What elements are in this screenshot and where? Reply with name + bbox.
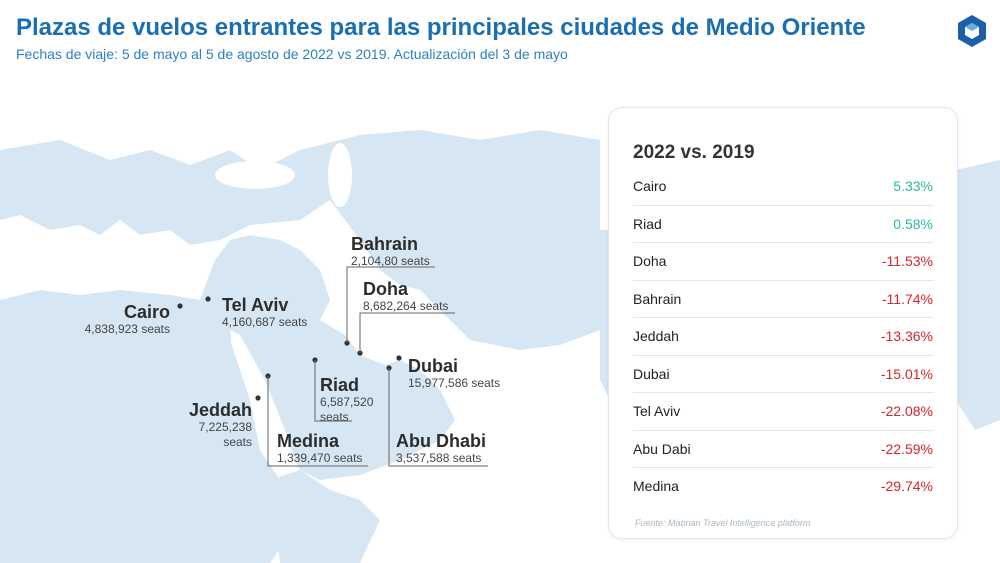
city-name: Jeddah	[188, 400, 252, 420]
table-row: Cairo 5.33%	[633, 168, 933, 206]
page-title: Plazas de vuelos entrantes para las prin…	[16, 14, 866, 41]
row-change-value: 5.33%	[893, 178, 933, 195]
leader-doha	[359, 312, 455, 353]
row-city: Dubai	[633, 365, 670, 382]
land-east-africa	[270, 470, 380, 563]
land-europe	[0, 140, 330, 245]
table-row: Tel Aviv -22.08%	[633, 393, 933, 431]
table-row: Dubai -15.01%	[633, 356, 933, 393]
row-city: Bahrain	[633, 290, 682, 307]
hexagon-logo-icon	[958, 15, 986, 47]
city-name: Doha	[363, 279, 408, 299]
table-row: Jeddah -13.36%	[633, 318, 933, 356]
land-iran	[300, 130, 600, 350]
city-label-abu-dhabi: Abu Dhabi 3,537,588 seats	[396, 431, 486, 466]
city-seats: 8,682,264 seats	[363, 299, 449, 313]
city-seats: 1,339,470 seats	[277, 451, 363, 465]
city-seats-unit: seats	[223, 435, 252, 449]
dot-dubai	[396, 355, 402, 361]
city-seats-unit: seats	[320, 410, 349, 424]
caspian-sea	[328, 143, 352, 207]
leader-abu-dhabi	[388, 368, 488, 467]
land-levant	[200, 235, 330, 340]
city-name: Medina	[277, 431, 340, 451]
row-change-value: -13.36%	[880, 328, 933, 345]
red-sea	[230, 330, 298, 472]
city-seats: 2,104,80 seats	[351, 254, 430, 268]
row-change-value: -29.74%	[880, 478, 933, 495]
row-city: Medina	[633, 478, 679, 495]
dot-tel-aviv	[205, 296, 211, 302]
land-north-africa	[0, 290, 300, 563]
row-change-value: -22.59%	[880, 440, 933, 457]
row-change-value: -11.74%	[881, 290, 933, 307]
leader-bahrain	[346, 266, 435, 343]
table-row: Riad 0.58%	[633, 206, 933, 243]
row-city: Riad	[633, 215, 662, 232]
city-name: Dubai	[408, 356, 459, 376]
city-seats-value: 7,225,238	[198, 420, 252, 434]
city-name: Bahrain	[351, 234, 419, 254]
city-seats: 4,160,687 seats	[222, 315, 308, 329]
city-seats: 3,537,588 seats	[396, 451, 482, 465]
dot-cairo	[177, 303, 183, 309]
city-seats: 4,838,923 seats	[84, 322, 170, 336]
city-label-bahrain: Bahrain 2,104,80 seats	[351, 234, 430, 269]
city-label-tel-aviv: Tel Aviv 4,160,687 seats	[222, 295, 307, 330]
city-seats-value: 6,587,520	[320, 395, 374, 409]
comparison-table: Cairo 5.33% Riad 0.58% Doha -11.53% Bahrain -11…	[633, 168, 933, 505]
table-row: Abu Dabi -22.59%	[633, 431, 933, 468]
row-city: Tel Aviv	[633, 403, 681, 420]
city-seats: 15,977,586 seats	[408, 376, 501, 390]
dot-jeddah	[255, 395, 261, 401]
black-sea	[215, 161, 295, 189]
persian-gulf	[345, 300, 395, 360]
city-label-jeddah: Jeddah 7,225,238 seats	[180, 400, 252, 450]
row-change-value: -11.53%	[881, 253, 933, 270]
page-subtitle: Fechas de viaje: 5 de mayo al 5 de agost…	[16, 46, 568, 62]
city-label-medina: Medina 1,339,470 seats	[277, 431, 362, 466]
leader-riad	[314, 360, 352, 422]
city-name: Riad	[320, 375, 360, 395]
table-row: Bahrain -11.74%	[633, 281, 933, 318]
panel-title: 2022 vs. 2019	[633, 142, 755, 163]
row-change-value: -15.01%	[880, 365, 933, 382]
city-name: Tel Aviv	[222, 295, 289, 315]
city-label-riad: Riad 6,587,520 seats	[320, 375, 373, 425]
row-city: Cairo	[633, 178, 667, 195]
source-note: Fuente: Mabrian Travel Intelligence plat…	[635, 518, 811, 528]
land-east-asia	[956, 160, 1000, 430]
table-row: Medina -29.74%	[633, 468, 933, 505]
row-change-value: 0.58%	[893, 215, 933, 232]
city-label-doha: Doha 8,682,264 seats	[363, 279, 448, 314]
table-row: Doha -11.53%	[633, 243, 933, 281]
city-label-cairo: Cairo 4,838,923 seats	[72, 302, 170, 337]
leader-medina	[267, 376, 368, 467]
row-city: Jeddah	[633, 328, 679, 345]
city-name: Cairo	[123, 302, 170, 322]
row-city: Abu Dabi	[633, 440, 691, 457]
row-city: Doha	[633, 253, 667, 270]
city-label-dubai: Dubai 15,977,586 seats	[408, 356, 500, 391]
comparison-panel: 2022 vs. 2019 Cairo 5.33% Riad 0.58% Doha -11…	[608, 107, 958, 539]
row-change-value: -22.08%	[880, 403, 933, 420]
city-name: Abu Dhabi	[396, 431, 486, 451]
